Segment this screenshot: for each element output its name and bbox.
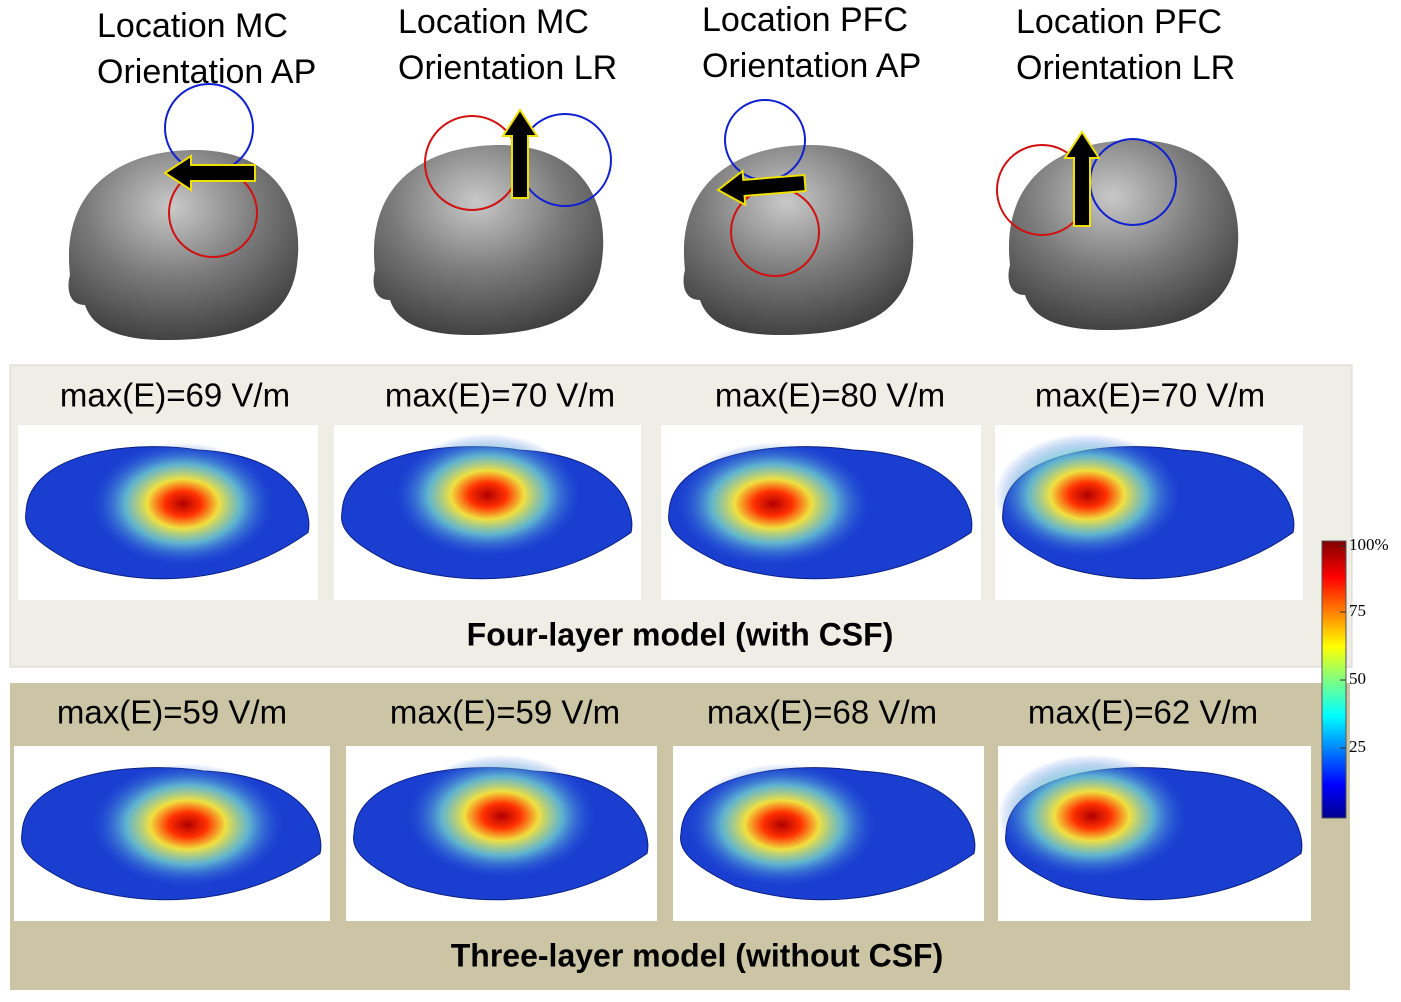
colorbar-tick-label: 25 bbox=[1349, 737, 1366, 756]
colorbar-tick-label: 100% bbox=[1349, 535, 1389, 554]
head-shape bbox=[373, 145, 604, 335]
location-label: Location PFC bbox=[702, 1, 908, 39]
location-label: Location PFC bbox=[1016, 3, 1222, 41]
max-e-label: max(E)=80 V/m bbox=[715, 377, 945, 414]
location-label: Location MC bbox=[97, 7, 288, 45]
current-arrow bbox=[163, 154, 256, 192]
field-hotspot bbox=[688, 763, 876, 886]
colorbar-tick-label: 50 bbox=[1349, 669, 1366, 688]
field-hotspot bbox=[408, 754, 595, 878]
field-hotspot bbox=[93, 442, 273, 565]
orientation-label: Orientation AP bbox=[97, 53, 316, 91]
field-hotspot bbox=[995, 433, 1180, 557]
field-hotspot bbox=[93, 763, 283, 886]
field-hotspot bbox=[677, 442, 869, 565]
orientation-label: Orientation LR bbox=[398, 49, 617, 87]
max-e-label: max(E)=69 V/m bbox=[60, 377, 290, 414]
current-arrow bbox=[716, 169, 807, 207]
current-arrow bbox=[1063, 130, 1101, 227]
max-e-label: max(E)=59 V/m bbox=[57, 694, 287, 731]
head-shape bbox=[1008, 140, 1239, 330]
panel-title: Three-layer model (without CSF) bbox=[451, 937, 943, 973]
orientation-label: Orientation LR bbox=[1016, 49, 1235, 87]
orientation-label: Orientation AP bbox=[702, 47, 921, 85]
current-arrow bbox=[501, 108, 539, 199]
field-hotspot bbox=[998, 754, 1186, 878]
max-e-label: max(E)=68 V/m bbox=[707, 694, 937, 731]
panel-title: Four-layer model (with CSF) bbox=[467, 616, 894, 652]
head-shape bbox=[683, 145, 914, 335]
head bbox=[68, 83, 299, 340]
head bbox=[373, 108, 612, 335]
max-e-label: max(E)=70 V/m bbox=[385, 377, 615, 414]
colorbar-tick-label: 75 bbox=[1349, 601, 1366, 620]
max-e-label: max(E)=70 V/m bbox=[1035, 377, 1265, 414]
location-label: Location MC bbox=[398, 3, 589, 41]
head bbox=[683, 99, 914, 335]
max-e-label: max(E)=59 V/m bbox=[390, 694, 620, 731]
max-e-label: max(E)=62 V/m bbox=[1028, 694, 1258, 731]
head bbox=[996, 130, 1239, 330]
field-hotspot bbox=[395, 433, 580, 557]
